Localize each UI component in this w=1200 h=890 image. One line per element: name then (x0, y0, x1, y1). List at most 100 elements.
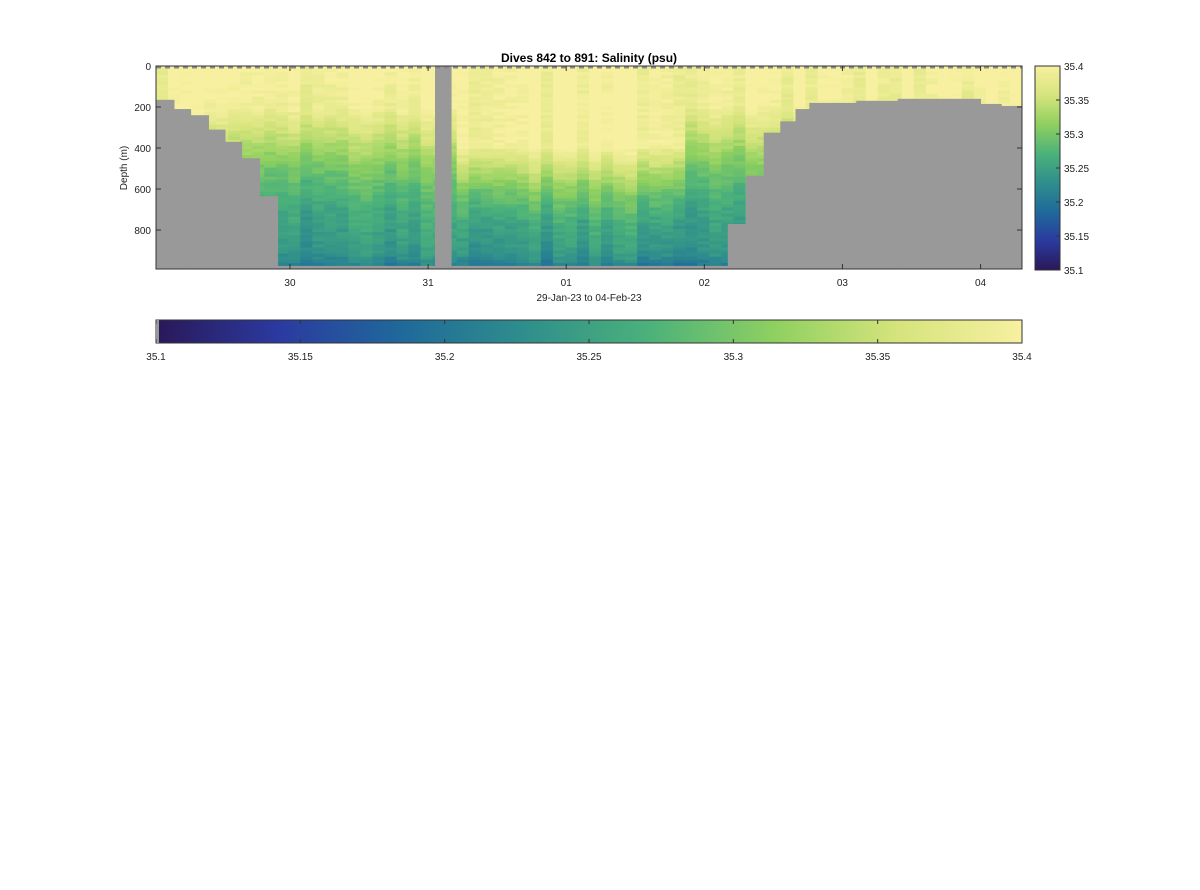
salinity-cell (456, 189, 470, 193)
salinity-cell (733, 105, 746, 110)
salinity-cell (372, 161, 386, 166)
salinity-cell (360, 182, 374, 187)
salinity-cell (348, 235, 362, 239)
salinity-cell (552, 253, 566, 258)
salinity-cell (276, 229, 289, 233)
salinity-cell (348, 167, 362, 172)
salinity-cell (336, 115, 350, 119)
salinity-cell (372, 115, 386, 119)
salinity-cell (540, 189, 554, 193)
salinity-cell (733, 127, 746, 132)
salinity-cell (456, 238, 470, 242)
salinity-cell (637, 219, 650, 224)
salinity-cell (637, 130, 650, 135)
salinity-cell (384, 115, 398, 119)
salinity-cell (456, 176, 470, 181)
salinity-cell (408, 247, 422, 252)
salinity-cell (817, 99, 831, 104)
salinity-cell (516, 105, 530, 110)
salinity-cell (396, 241, 410, 245)
salinity-cell (468, 192, 482, 196)
salinity-cell (348, 238, 362, 242)
salinity-cell (552, 262, 566, 267)
salinity-cell (336, 136, 350, 141)
salinity-cell (312, 115, 325, 119)
salinity-cell (300, 195, 313, 199)
salinity-cell (480, 225, 494, 230)
salinity-cell (625, 87, 638, 92)
salinity-cell (336, 145, 350, 150)
salinity-cell (408, 115, 422, 119)
salinity-cell (721, 142, 734, 147)
salinity-cell (721, 176, 734, 181)
salinity-cell (300, 118, 313, 122)
salinity-cell (288, 238, 301, 242)
salinity-cell (721, 241, 734, 245)
salinity-cell (685, 201, 698, 206)
salinity-cell (649, 142, 662, 147)
salinity-cell (601, 182, 614, 187)
salinity-cell (324, 222, 338, 227)
salinity-cell (552, 102, 566, 107)
salinity-cell (661, 253, 674, 258)
salinity-cell (973, 75, 987, 79)
salinity-cell (456, 136, 470, 141)
salinity-cell (709, 195, 722, 199)
salinity-cell (252, 124, 265, 129)
salinity-cell (360, 96, 374, 101)
salinity-cell (685, 139, 698, 144)
salinity-cell (564, 167, 578, 172)
salinity-cell (564, 238, 578, 242)
salinity-cell (360, 158, 374, 162)
salinity-cell (480, 167, 494, 172)
salinity-cell (408, 185, 422, 190)
salinity-cell (937, 87, 951, 92)
salinity-cell (264, 152, 277, 156)
salinity-cell (625, 182, 638, 187)
salinity-cell (408, 250, 422, 255)
salinity-cell (589, 81, 602, 86)
salinity-cell (709, 192, 722, 196)
salinity-cell (709, 259, 722, 264)
salinity-cell (576, 127, 590, 132)
salinity-cell (468, 247, 482, 252)
salinity-cell (576, 142, 590, 147)
salinity-cell (733, 72, 746, 76)
salinity-cell (264, 81, 277, 86)
salinity-cell (781, 90, 795, 95)
salinity-cell (661, 124, 674, 129)
salinity-cell (685, 170, 698, 175)
salinity-cell (733, 152, 746, 156)
salinity-cell (552, 235, 566, 239)
salinity-cell (613, 173, 626, 178)
salinity-cell (276, 96, 289, 101)
salinity-cell (504, 127, 518, 132)
salinity-cell (697, 158, 710, 162)
salinity-cell (937, 78, 951, 82)
salinity-cell (420, 241, 434, 245)
salinity-cell (973, 84, 987, 89)
salinity-cell (889, 90, 903, 95)
salinity-cell (528, 84, 542, 89)
salinity-cell (324, 259, 338, 264)
salinity-cell (733, 124, 746, 129)
salinity-cell (673, 127, 686, 132)
salinity-cell (601, 99, 614, 104)
salinity-cell (564, 232, 578, 236)
salinity-cell (625, 109, 638, 113)
salinity-cell (540, 201, 554, 206)
salinity-cell (204, 118, 217, 122)
salinity-cell (793, 75, 807, 79)
salinity-cell (564, 90, 578, 95)
salinity-cell (540, 222, 554, 227)
salinity-cell (552, 72, 566, 76)
salinity-cell (312, 170, 325, 175)
salinity-cell (420, 127, 434, 132)
salinity-cell (564, 115, 578, 119)
salinity-cell (324, 127, 338, 132)
salinity-cell (276, 167, 289, 172)
salinity-cell (228, 109, 241, 113)
salinity-cell (240, 121, 253, 126)
salinity-cell (252, 136, 265, 141)
